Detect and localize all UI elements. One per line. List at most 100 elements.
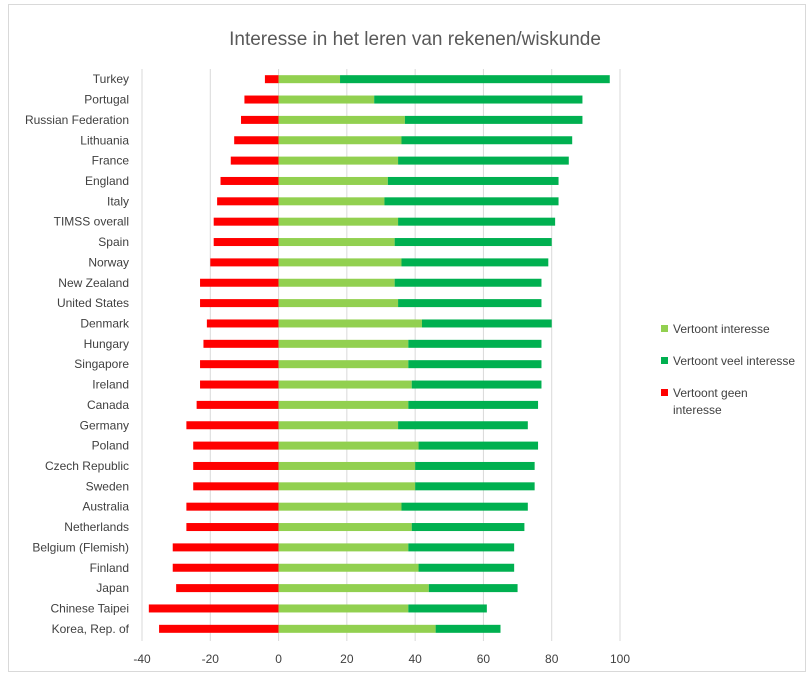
x-tick-label: 20 (340, 652, 354, 666)
bar-veel-interesse (398, 217, 556, 226)
bar-geen-interesse (148, 604, 279, 613)
category-label: Denmark (80, 316, 130, 330)
category-label: Finland (90, 561, 129, 575)
category-label: Norway (88, 255, 129, 269)
bar-geen-interesse (203, 339, 279, 348)
category-label: Spain (98, 235, 129, 249)
x-tick-label: 40 (408, 652, 422, 666)
legend-label: Vertoont interesse (673, 322, 770, 336)
bar-veel-interesse (394, 278, 542, 287)
bar-geen-interesse (217, 197, 279, 206)
x-tick-label: -40 (133, 652, 151, 666)
legend-swatch (661, 357, 668, 364)
bar-interesse (278, 299, 399, 308)
bar-veel-interesse (415, 482, 535, 491)
bar-veel-interesse (418, 441, 539, 450)
category-label: Belgium (Flemish) (32, 540, 129, 554)
bar-geen-interesse (264, 75, 279, 84)
category-label: Chinese Taipei (51, 601, 130, 615)
bar-geen-interesse (193, 461, 279, 470)
x-tick-label: 0 (275, 652, 282, 666)
x-tick-label: 80 (545, 652, 559, 666)
bar-geen-interesse (230, 156, 279, 165)
bar-interesse (278, 461, 416, 470)
bar-geen-interesse (200, 360, 279, 369)
legend: Vertoont interesse Vertoont veel interess… (661, 322, 795, 417)
gridlines (141, 69, 621, 641)
legend-swatch (661, 325, 668, 332)
bar-geen-interesse (186, 502, 279, 511)
bar-geen-interesse (206, 319, 279, 328)
bars (148, 75, 610, 633)
bar-interesse (278, 75, 341, 84)
bar-interesse (278, 136, 402, 145)
bar-veel-interesse (401, 136, 573, 145)
bar-interesse (278, 258, 402, 267)
legend-label: Vertoont veel interesse (673, 354, 795, 368)
bar-veel-interesse (408, 339, 542, 348)
category-label: Italy (107, 194, 129, 208)
category-label: England (85, 174, 129, 188)
bar-geen-interesse (241, 115, 279, 124)
category-label: Turkey (93, 72, 129, 86)
category-label: New Zealand (58, 276, 129, 290)
bar-veel-interesse (408, 604, 487, 613)
bar-geen-interesse (213, 217, 279, 226)
bar-interesse (278, 563, 419, 572)
bar-chart: Interesse in het leren van rekenen/wisku… (25, 29, 795, 666)
bar-veel-interesse (408, 400, 539, 409)
bar-geen-interesse (234, 136, 279, 145)
bar-geen-interesse (220, 176, 279, 185)
bar-veel-interesse (387, 176, 559, 185)
x-axis-tick-labels: -40 -20 0 20 40 60 80 100 (133, 652, 630, 666)
bar-interesse (278, 197, 385, 206)
bar-interesse (278, 584, 429, 593)
bar-interesse (278, 421, 399, 430)
legend-swatch (661, 389, 668, 396)
bar-geen-interesse (196, 400, 279, 409)
category-label: Hungary (84, 337, 129, 351)
bar-veel-interesse (401, 502, 528, 511)
category-label: Russian Federation (25, 113, 129, 127)
bar-interesse (278, 156, 399, 165)
bar-veel-interesse (374, 95, 583, 104)
x-tick-label: 60 (477, 652, 491, 666)
bar-veel-interesse (418, 563, 515, 572)
bar-interesse (278, 543, 409, 552)
bar-geen-interesse (244, 95, 279, 104)
bar-veel-interesse (398, 156, 569, 165)
bar-veel-interesse (435, 624, 501, 633)
bar-veel-interesse (340, 75, 610, 84)
bar-interesse (278, 523, 412, 532)
bar-interesse (278, 278, 395, 287)
x-tick-label: 100 (610, 652, 630, 666)
category-label: Poland (92, 439, 129, 453)
bar-interesse (278, 95, 375, 104)
bar-interesse (278, 502, 402, 511)
bar-interesse (278, 624, 436, 633)
bar-interesse (278, 339, 409, 348)
bar-geen-interesse (193, 441, 279, 450)
bar-geen-interesse (172, 543, 279, 552)
bar-geen-interesse (186, 421, 279, 430)
category-label: Ireland (92, 378, 129, 392)
chart-area: Interesse in het leren van rekenen/wisku… (8, 4, 806, 672)
bar-interesse (278, 400, 409, 409)
category-label: Canada (87, 398, 129, 412)
bar-veel-interesse (421, 319, 552, 328)
bar-geen-interesse (213, 238, 279, 247)
bar-geen-interesse (200, 278, 279, 287)
bar-geen-interesse (159, 624, 279, 633)
category-labels: Turkey Portugal Russian Federation Lithuani… (25, 72, 130, 636)
category-label: Singapore (74, 357, 129, 371)
bar-interesse (278, 380, 412, 389)
bar-veel-interesse (411, 380, 542, 389)
bar-veel-interesse (408, 360, 542, 369)
bar-veel-interesse (408, 543, 515, 552)
bar-veel-interesse (404, 115, 583, 124)
category-label: United States (57, 296, 129, 310)
bar-interesse (278, 482, 416, 491)
chart-title: Interesse in het leren van rekenen/wisku… (229, 29, 601, 50)
bar-geen-interesse (186, 523, 279, 532)
bar-geen-interesse (172, 563, 279, 572)
